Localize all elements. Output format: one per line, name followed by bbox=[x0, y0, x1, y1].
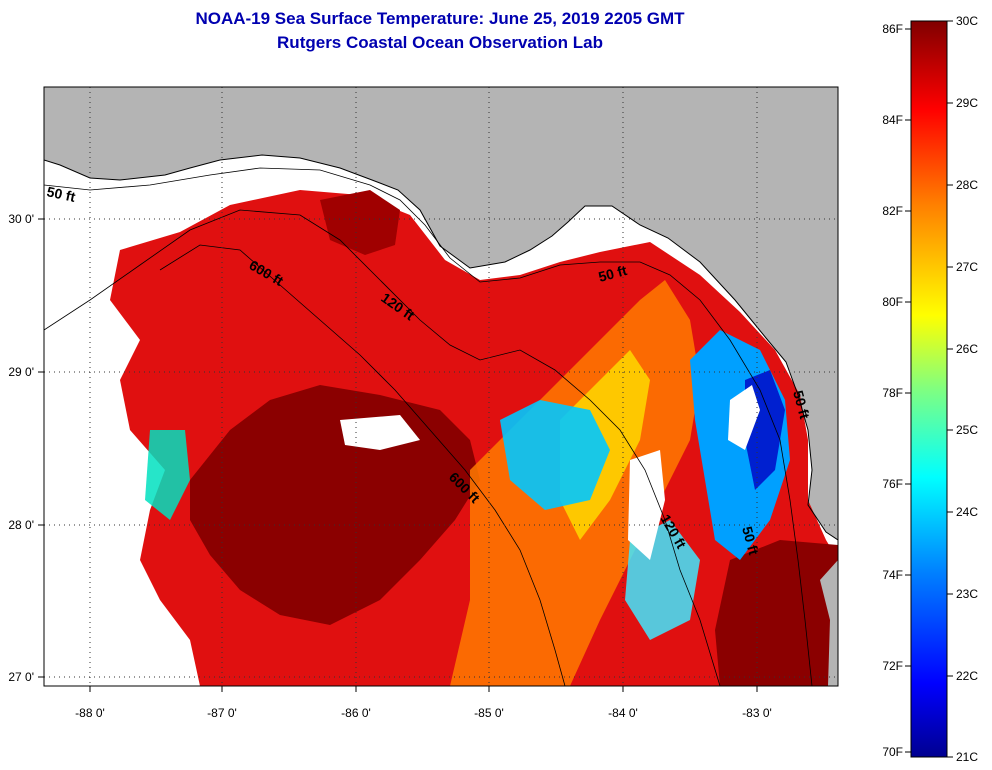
colorbar-c-label: 21C bbox=[956, 750, 978, 764]
cloud-patch-2 bbox=[728, 385, 760, 450]
isobath-600ft bbox=[159, 244, 566, 686]
y-tick-label: 29 0' bbox=[8, 365, 34, 379]
colorbar-c-label: 25C bbox=[956, 423, 978, 437]
y-tick-label: 27 0' bbox=[8, 670, 34, 684]
colorbar-f-label: 86F bbox=[882, 22, 903, 36]
map-title: NOAA-19 Sea Surface Temperature: June 25… bbox=[195, 9, 685, 28]
isobath-120ft bbox=[44, 209, 721, 686]
isobath-label: 50 ft bbox=[739, 525, 762, 557]
colorbar-c-label: 23C bbox=[956, 587, 978, 601]
colorbar-f-label: 84F bbox=[882, 113, 903, 127]
land-north bbox=[44, 87, 838, 540]
plot-frame bbox=[43, 86, 839, 687]
y-tick-label: 30 0' bbox=[8, 212, 34, 226]
sst-cool-west bbox=[145, 430, 190, 520]
cloud-patch-1 bbox=[628, 450, 665, 560]
cloud-patch-3 bbox=[340, 415, 420, 450]
colorbar-c-label: 28C bbox=[956, 178, 978, 192]
colorbar-f-label: 80F bbox=[882, 295, 903, 309]
x-tick-label: -83 0' bbox=[742, 706, 772, 720]
axis-ticks bbox=[38, 218, 758, 692]
x-tick-label: -88 0' bbox=[75, 706, 105, 720]
sst-warm-coastal bbox=[320, 190, 400, 255]
land-east bbox=[790, 87, 838, 540]
sst-warm-east bbox=[715, 540, 838, 686]
isobath-label: 50 ft bbox=[597, 262, 629, 285]
isobath-label: 50 ft bbox=[790, 389, 813, 421]
x-tick-label: -84 0' bbox=[608, 706, 638, 720]
colorbar-f-label: 76F bbox=[882, 477, 903, 491]
colorbar-c-label: 30C bbox=[956, 14, 978, 28]
y-tick-label: 28 0' bbox=[8, 518, 34, 532]
map-subtitle: Rutgers Coastal Ocean Observation Lab bbox=[277, 33, 603, 52]
colorbar-c-label: 27C bbox=[956, 260, 978, 274]
colorbar-f-label: 70F bbox=[882, 745, 903, 759]
isobath-50ft-north bbox=[44, 167, 813, 686]
x-tick-label: -86 0' bbox=[341, 706, 371, 720]
plot-area bbox=[44, 87, 838, 686]
land-southeast bbox=[820, 560, 838, 686]
sst-cool-patch-1 bbox=[500, 400, 610, 510]
colorbar-f-label: 78F bbox=[882, 386, 903, 400]
colorbar-f-label: 74F bbox=[882, 568, 903, 582]
sst-warm-core bbox=[190, 385, 480, 625]
colorbar-c-label: 24C bbox=[956, 505, 978, 519]
colorbar-c-label: 26C bbox=[956, 342, 978, 356]
colorbar-c-label: 22C bbox=[956, 669, 978, 683]
colorbar-f-label: 72F bbox=[882, 659, 903, 673]
coastline bbox=[44, 154, 838, 541]
x-tick-label: -87 0' bbox=[207, 706, 237, 720]
x-tick-label: -85 0' bbox=[474, 706, 504, 720]
isobath-label: 50 ft bbox=[45, 183, 77, 205]
colorbar-ticks bbox=[905, 20, 953, 758]
colorbar-f-label: 82F bbox=[882, 204, 903, 218]
colorbar bbox=[910, 20, 948, 758]
colorbar-c-label: 29C bbox=[956, 96, 978, 110]
